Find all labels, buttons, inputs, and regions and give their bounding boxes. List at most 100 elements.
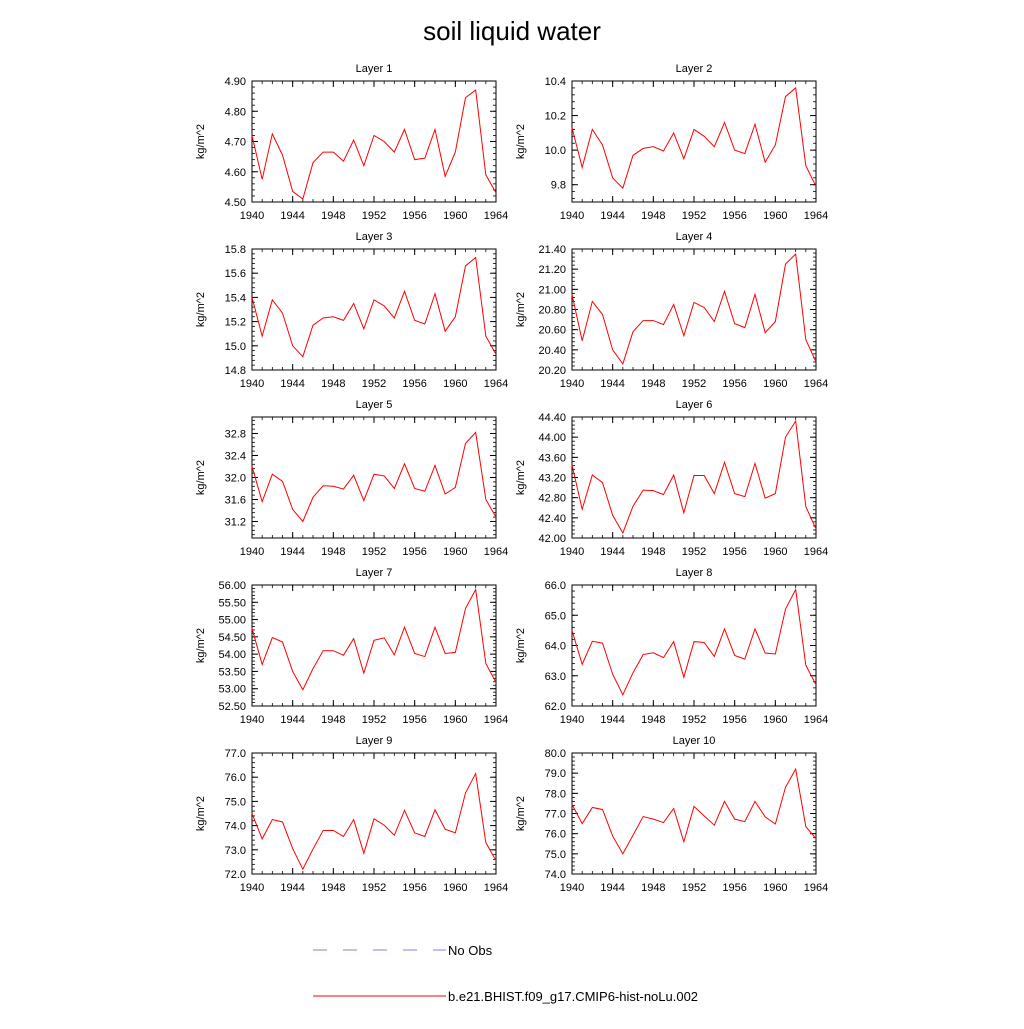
panel-5-x-tick-label: 1964 [484, 546, 508, 558]
panel-4-x-tick-label: 1940 [560, 378, 584, 390]
panel-9-ylabel: kg/m^2 [195, 796, 207, 831]
panel-9-y-tick-label: 77.0 [225, 748, 246, 760]
panel-7-x-tick-label: 1960 [443, 714, 467, 726]
panel-7-y-tick-label: 52.50 [218, 701, 246, 713]
panel-7-y-tick-label: 53.50 [218, 666, 246, 678]
panel-2-x-tick-label: 1940 [560, 210, 584, 222]
panel-4-title: Layer 4 [676, 231, 713, 243]
panel-6-x-tick-label: 1964 [804, 546, 828, 558]
panel-6: Layer 6 kg/m^2 1940 1944 1948 1952 1956 1960 196… [515, 399, 828, 558]
panel-10-ylabel: kg/m^2 [515, 796, 527, 831]
panel-4-y-tick-label: 21.20 [538, 264, 566, 276]
panel-8: Layer 8 kg/m^2 1940 1944 1948 1952 1956 1960 196… [515, 567, 828, 726]
panel-7-y-tick-label: 56.00 [218, 580, 246, 592]
panel-1-y-tick-label: 4.80 [225, 106, 246, 118]
panel-2: Layer 2 kg/m^2 1940 1944 1948 1952 1956 1960 196… [515, 63, 828, 222]
panel-4-y-tick-label: 20.80 [538, 305, 566, 317]
panel-4-y-tick-label: 20.60 [538, 325, 566, 337]
panel-2-title: Layer 2 [676, 63, 713, 75]
panel-6-y-tick-label: 42.80 [538, 493, 566, 505]
panel-3-y-tick-label: 15.0 [225, 341, 246, 353]
panel-8-x-tick-label: 1944 [600, 714, 624, 726]
panel-3-x-tick-label: 1944 [280, 378, 304, 390]
panel-2-frame [571, 80, 817, 203]
panel-6-y-tick-label: 42.00 [538, 533, 566, 545]
panel-7-x-tick-label: 1948 [321, 714, 345, 726]
panel-9-y-tick-label: 72.0 [225, 869, 246, 881]
panel-3-x-tick-label: 1940 [240, 378, 264, 390]
panel-10-series-line [571, 767, 817, 855]
panel-4-y-tick-label: 20.40 [538, 345, 566, 357]
panel-10-y-tick-label: 75.0 [545, 849, 566, 861]
panel-4-x-tick-label: 1964 [804, 378, 828, 390]
panel-8-y-tick-label: 62.0 [545, 701, 566, 713]
panel-10-y-tick-label: 77.0 [545, 809, 566, 821]
panel-8-y-tick-label: 65.0 [545, 610, 566, 622]
panel-10-y-tick-label: 74.0 [545, 869, 566, 881]
panel-3-y-tick-label: 15.6 [225, 268, 246, 280]
panel-7-x-tick-label: 1944 [280, 714, 304, 726]
panel-4-y-tick-label: 21.40 [538, 244, 566, 256]
panel-9-series-line [251, 771, 497, 871]
panel-9-x-tick-label: 1956 [402, 882, 426, 894]
panel-7-ylabel: kg/m^2 [195, 628, 207, 663]
panel-9-y-tick-label: 76.0 [225, 772, 246, 784]
panel-1-x-tick-label: 1944 [280, 210, 304, 222]
panel-7-x-tick-label: 1940 [240, 714, 264, 726]
panel-4-x-tick-label: 1948 [641, 378, 665, 390]
panel-5-series-line [251, 431, 497, 523]
panel-3-x-tick-label: 1952 [362, 378, 386, 390]
panel-5-y-tick-label: 32.0 [225, 473, 246, 485]
panel-9-frame [251, 752, 497, 875]
panel-2-x-tick-label: 1952 [682, 210, 706, 222]
panel-3-series-line [251, 256, 497, 358]
panel-10-y-tick-label: 80.0 [545, 748, 566, 760]
panel-3: Layer 3 kg/m^2 1940 1944 1948 1952 1956 1960 196… [195, 231, 508, 390]
panel-4-x-tick-label: 1956 [722, 378, 746, 390]
panel-6-x-tick-label: 1944 [600, 546, 624, 558]
panel-8-x-tick-label: 1960 [763, 714, 787, 726]
panel-4-y-tick-label: 21.00 [538, 284, 566, 296]
panel-1-ylabel: kg/m^2 [195, 124, 207, 159]
panel-6-x-tick-label: 1940 [560, 546, 584, 558]
panel-3-x-tick-label: 1956 [402, 378, 426, 390]
panel-1-x-tick-label: 1956 [402, 210, 426, 222]
panel-3-y-tick-label: 15.4 [225, 292, 246, 304]
panel-10-y-tick-label: 78.0 [545, 788, 566, 800]
panel-5-y-tick-label: 31.2 [225, 517, 246, 529]
panel-1-frame [251, 80, 497, 203]
panel-7-x-tick-label: 1964 [484, 714, 508, 726]
panel-10-x-tick-label: 1964 [804, 882, 828, 894]
panel-6-x-tick-label: 1948 [641, 546, 665, 558]
legend-model-label: b.e21.BHIST.f09_g17.CMIP6-hist-noLu.002 [448, 989, 698, 1004]
panel-4-series-line [571, 252, 817, 366]
panel-7-y-tick-label: 54.50 [218, 632, 246, 644]
panel-8-x-tick-label: 1940 [560, 714, 584, 726]
panel-3-y-tick-label: 14.8 [225, 365, 246, 377]
panel-8-y-tick-label: 64.0 [545, 641, 566, 653]
panel-2-y-tick-label: 10.0 [545, 145, 566, 157]
panel-10-x-tick-label: 1948 [641, 882, 665, 894]
panel-2-series-line [571, 86, 817, 190]
panel-3-x-tick-label: 1960 [443, 378, 467, 390]
panel-8-series-line [571, 587, 817, 696]
panel-1-series-line [251, 89, 497, 200]
panel-2-y-tick-label: 9.8 [551, 180, 566, 192]
panel-6-x-tick-label: 1956 [722, 546, 746, 558]
panel-4-ylabel: kg/m^2 [515, 292, 527, 327]
panel-1-x-tick-label: 1952 [362, 210, 386, 222]
panel-1: Layer 1 kg/m^2 1940 1944 1948 1952 1956 1960 196… [195, 63, 508, 222]
panel-9-x-tick-label: 1960 [443, 882, 467, 894]
panel-3-y-tick-label: 15.2 [225, 317, 246, 329]
panel-1-title: Layer 1 [356, 63, 393, 75]
panel-8-title: Layer 8 [676, 567, 713, 579]
panel-3-ylabel: kg/m^2 [195, 292, 207, 327]
panel-3-y-tick-label: 15.8 [225, 244, 246, 256]
panel-8-ylabel: kg/m^2 [515, 628, 527, 663]
panel-4-x-tick-label: 1952 [682, 378, 706, 390]
page-title: soil liquid water [423, 16, 601, 46]
panel-9-y-tick-label: 73.0 [225, 845, 246, 857]
panel-7: Layer 7 kg/m^2 1940 1944 1948 1952 1956 1960 196… [195, 567, 508, 726]
panel-7-x-tick-label: 1952 [362, 714, 386, 726]
panel-2-x-tick-label: 1956 [722, 210, 746, 222]
